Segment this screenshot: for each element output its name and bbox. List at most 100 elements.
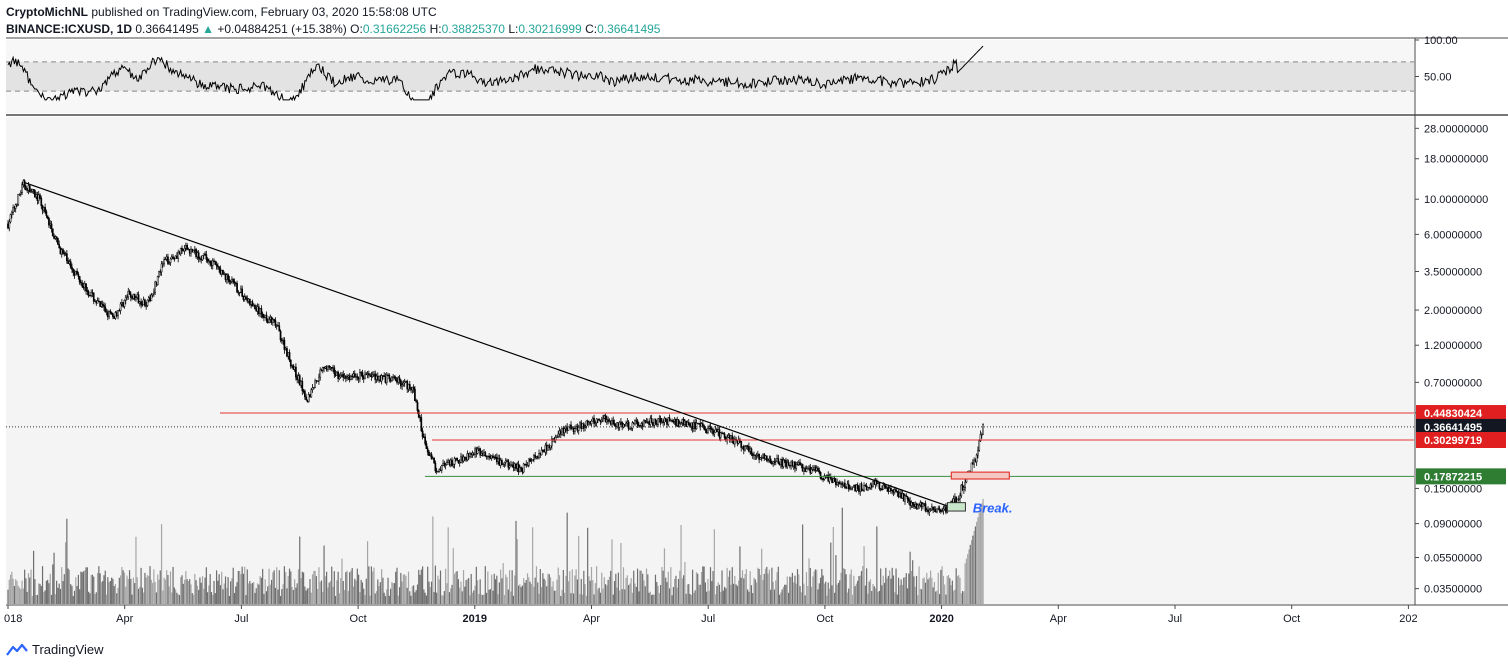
candle bbox=[714, 429, 717, 433]
candle bbox=[350, 375, 352, 380]
volume-bar bbox=[483, 594, 485, 604]
volume-bar bbox=[713, 529, 715, 604]
volume-bar bbox=[143, 592, 145, 604]
candle bbox=[852, 485, 855, 488]
candle bbox=[31, 189, 34, 192]
volume-bar bbox=[503, 594, 506, 604]
volume-bar bbox=[16, 580, 18, 604]
candle bbox=[626, 421, 629, 424]
author-name[interactable]: CryptoMichNL bbox=[6, 5, 88, 19]
volume-bar bbox=[561, 589, 563, 604]
volume-bar bbox=[125, 586, 127, 604]
volume-bar bbox=[767, 573, 769, 604]
volume-bar bbox=[199, 577, 201, 604]
candle bbox=[863, 485, 865, 491]
candle bbox=[648, 422, 650, 425]
candle bbox=[909, 500, 911, 506]
candle bbox=[562, 428, 565, 433]
candle bbox=[373, 373, 375, 376]
volume-bar bbox=[333, 571, 335, 604]
candle bbox=[141, 304, 144, 306]
main-pane[interactable]: Break. bbox=[6, 117, 1414, 604]
high-label: H: bbox=[429, 22, 442, 36]
candle bbox=[41, 205, 44, 211]
candle bbox=[566, 426, 569, 431]
volume-bar bbox=[619, 590, 621, 604]
candle bbox=[964, 481, 966, 488]
last-price: 0.36641495 bbox=[135, 22, 199, 36]
volume-bar bbox=[43, 591, 45, 604]
candle bbox=[599, 420, 602, 422]
candle bbox=[586, 420, 589, 425]
volume-bar bbox=[462, 570, 465, 604]
candle bbox=[794, 461, 796, 469]
candle bbox=[383, 375, 386, 377]
candle bbox=[524, 463, 526, 466]
volume-bar bbox=[363, 588, 365, 604]
candle bbox=[618, 421, 621, 428]
volume-bar bbox=[886, 578, 888, 604]
volume-bar bbox=[343, 590, 346, 604]
candle bbox=[957, 498, 960, 500]
candle bbox=[595, 418, 598, 424]
candle bbox=[378, 375, 380, 381]
volume-bar bbox=[908, 573, 910, 604]
candle bbox=[371, 374, 374, 377]
volume-bar bbox=[98, 566, 100, 604]
candle bbox=[457, 460, 460, 464]
candle bbox=[449, 459, 452, 466]
volume-bar bbox=[107, 577, 109, 604]
volume-bar bbox=[639, 570, 641, 604]
volume-bar bbox=[146, 575, 149, 604]
volume-bar bbox=[105, 594, 108, 604]
candle bbox=[742, 445, 745, 451]
candle bbox=[234, 282, 237, 284]
volume-bar bbox=[892, 575, 895, 604]
volume-bar bbox=[803, 583, 805, 604]
candle bbox=[324, 366, 327, 369]
volume-bar bbox=[45, 580, 47, 604]
candle bbox=[774, 460, 777, 463]
candle bbox=[35, 194, 38, 198]
volume-bar bbox=[81, 572, 83, 604]
candle bbox=[554, 437, 557, 441]
volume-bar bbox=[153, 569, 155, 604]
candle bbox=[539, 453, 542, 456]
rsi-pane[interactable] bbox=[6, 40, 1414, 113]
volume-bar bbox=[242, 573, 245, 604]
candle bbox=[704, 428, 707, 431]
volume-bar bbox=[542, 573, 544, 604]
candle bbox=[677, 419, 680, 427]
volume-bar bbox=[734, 575, 736, 604]
volume-bar bbox=[41, 566, 44, 604]
volume-bar bbox=[425, 595, 428, 604]
candle bbox=[266, 320, 269, 323]
price-change: +0.04884251 (+15.38%) bbox=[217, 22, 347, 36]
volume-bar bbox=[533, 586, 535, 604]
volume-bar bbox=[602, 588, 604, 604]
volume-bar bbox=[594, 583, 596, 604]
candle bbox=[265, 314, 268, 321]
volume-bar bbox=[534, 577, 536, 604]
candle bbox=[943, 506, 946, 510]
volume-bar bbox=[693, 592, 695, 604]
candle bbox=[719, 432, 722, 438]
candle bbox=[23, 180, 26, 187]
volume-bar bbox=[296, 583, 298, 604]
candle bbox=[855, 484, 858, 492]
tradingview-footer[interactable]: TradingView bbox=[6, 642, 104, 657]
volume-bar bbox=[770, 589, 772, 604]
x-tick-label: 202 bbox=[1399, 613, 1417, 625]
candle bbox=[83, 283, 86, 288]
candle bbox=[272, 319, 274, 323]
candle bbox=[379, 375, 382, 382]
candle bbox=[932, 506, 935, 510]
volume-bar bbox=[972, 535, 974, 604]
volume-bar bbox=[455, 571, 457, 604]
candle bbox=[938, 508, 941, 511]
volume-bar bbox=[652, 594, 654, 604]
candle bbox=[208, 260, 210, 262]
volume-bar bbox=[464, 586, 466, 604]
candle bbox=[840, 483, 842, 485]
